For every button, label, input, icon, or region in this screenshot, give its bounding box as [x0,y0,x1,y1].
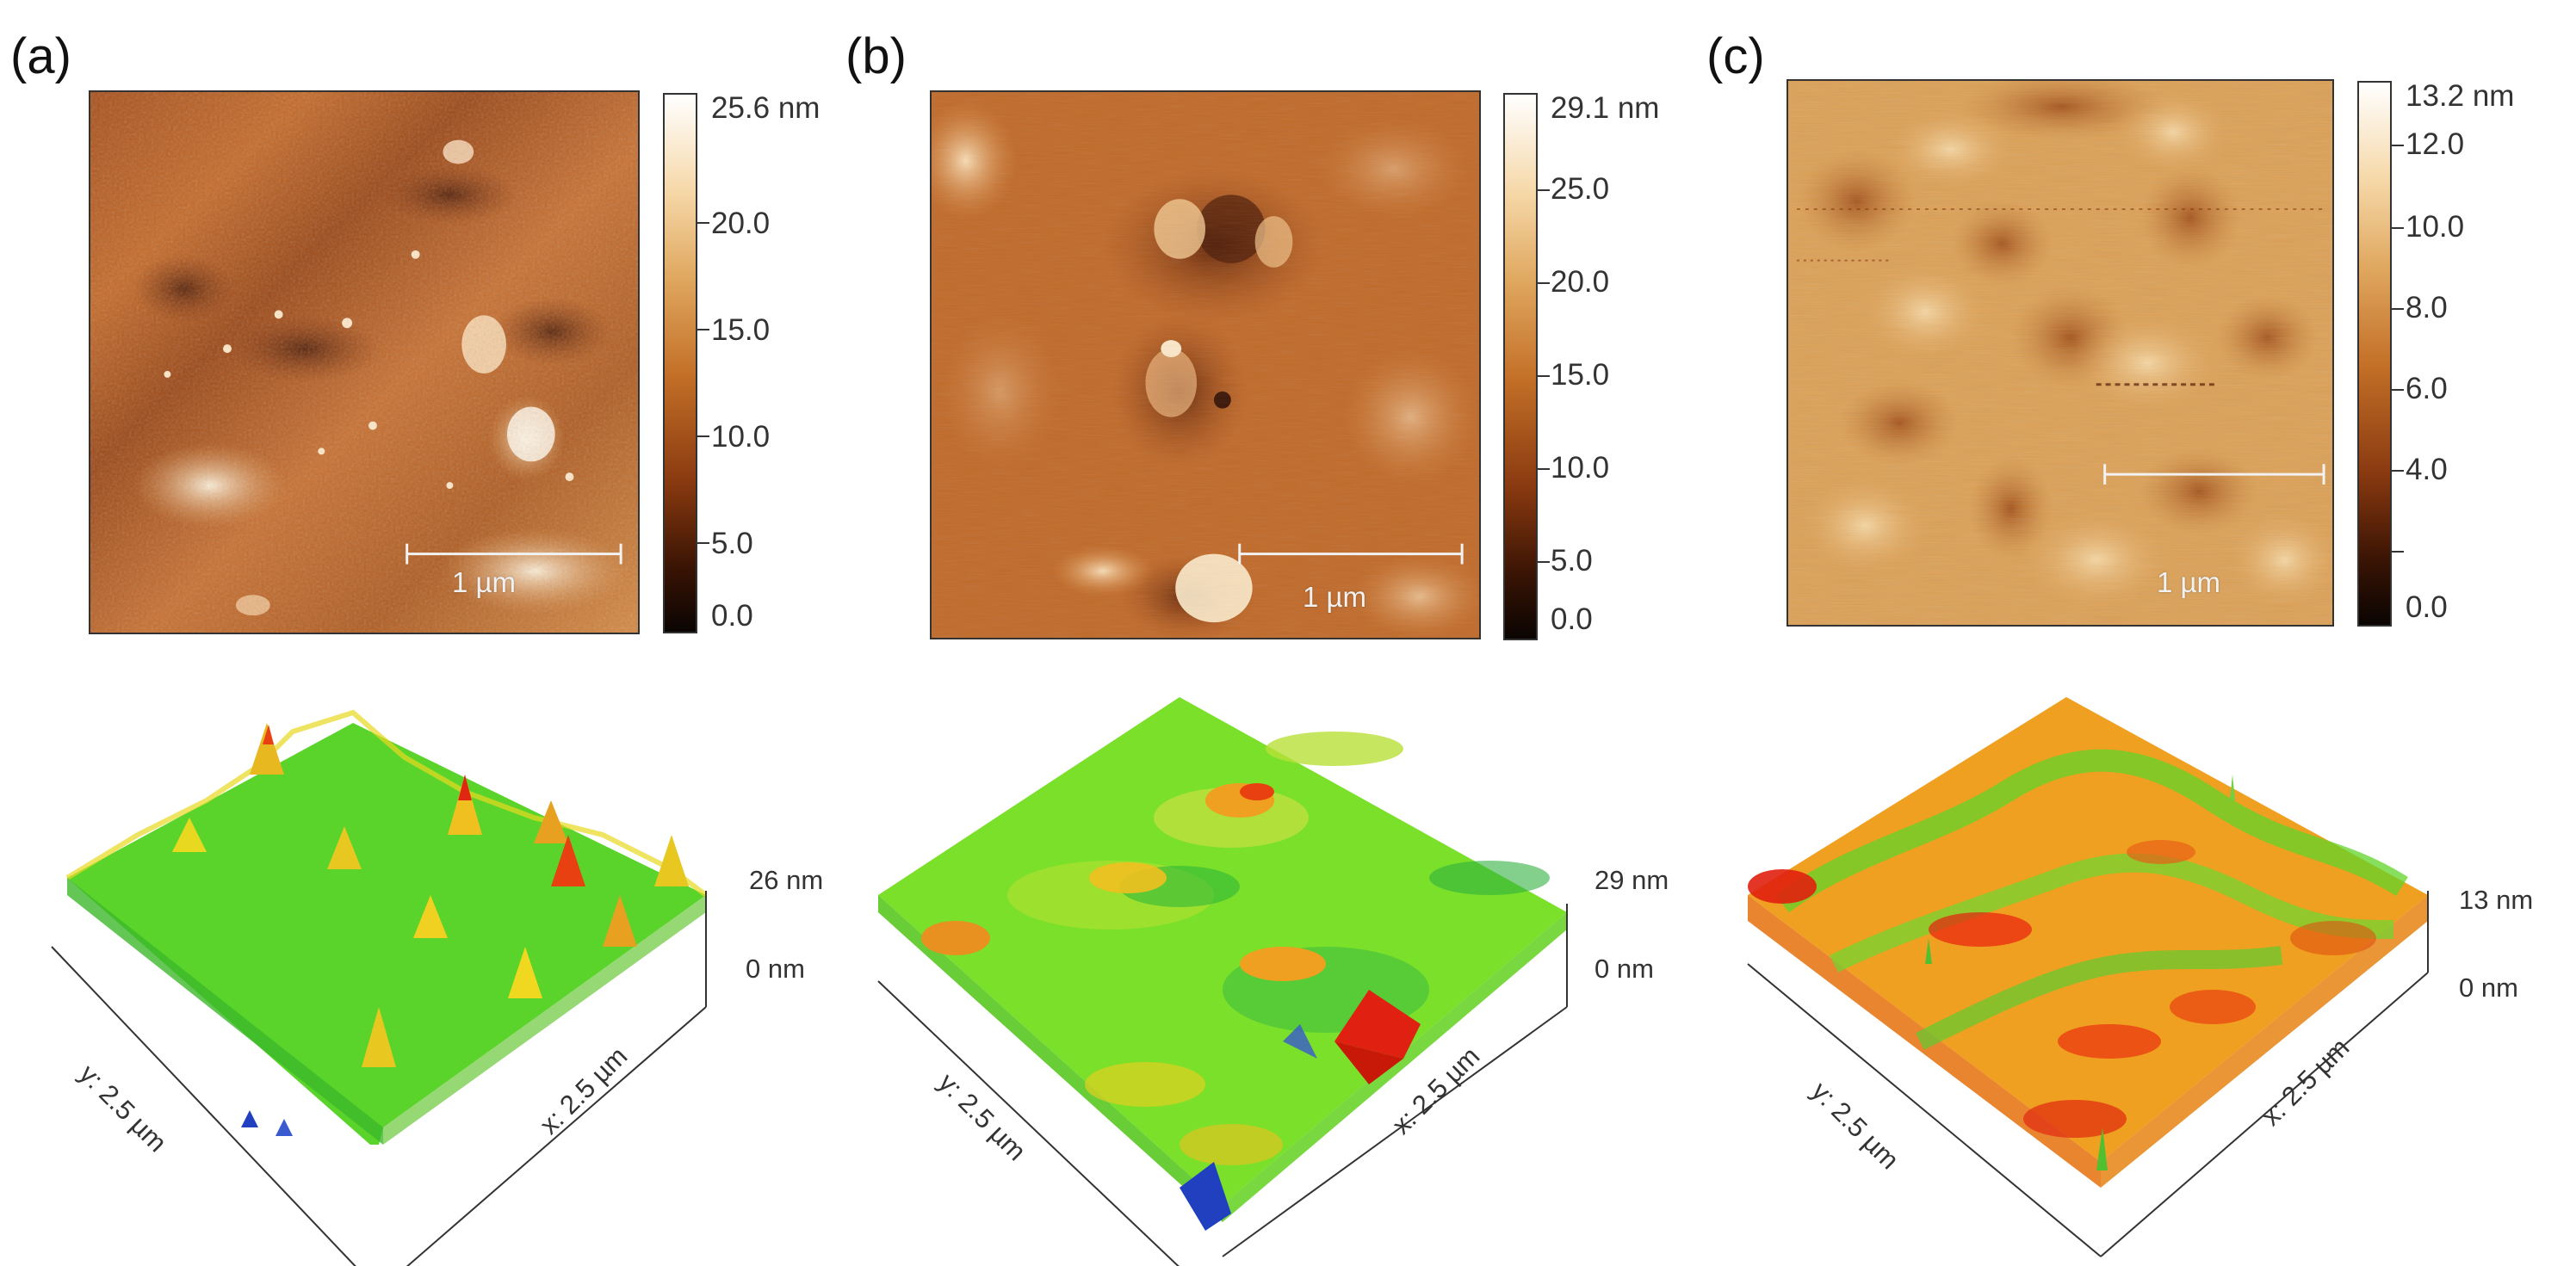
colorbar-tick-c-8: 8.0 [2406,291,2448,324]
colorbar-max-b: 29.1 nm [1551,91,1660,125]
colorbar-tick-b-15: 15.0 [1551,358,1610,392]
colorbar-tick-b-20: 20.0 [1551,265,1610,299]
colorbar-a [663,93,697,633]
colorbar-b [1503,93,1538,640]
colorbar-tick [2392,389,2404,391]
colorbar-tick [1538,468,1550,470]
colorbar-tick [1538,561,1550,563]
z-axis-top-a: 26 nm [749,865,824,895]
colorbar-tick-b-5: 5.0 [1551,544,1593,577]
colorbar-tick-b-10: 10.0 [1551,451,1610,485]
z-axis-top-c: 13 nm [2459,885,2534,915]
afm-height-map-c [1786,79,2334,627]
colorbar-tick-b-0: 0.0 [1551,602,1593,636]
colorbar-tick-a-0: 0.0 [711,599,753,633]
colorbar-c [2357,81,2392,627]
colorbar-tick [1538,282,1550,284]
colorbar-tick [697,329,709,330]
scale-bar-label-a: 1 µm [452,566,517,598]
panel-label-c: (c) [1706,28,1765,84]
colorbar-tick [1538,189,1550,191]
surface-3d-c [1731,680,2576,1257]
colorbar-tick-a-15: 15.0 [711,313,771,347]
z-axis-top-b: 29 nm [1595,865,1669,895]
colorbar-max-a: 25.6 nm [711,91,820,125]
z-axis-bottom-a: 0 nm [746,954,805,984]
colorbar-tick [2392,227,2404,229]
colorbar-tick [697,542,709,544]
colorbar-tick [2392,470,2404,472]
colorbar-tick [2392,145,2404,146]
panel-label-b: (b) [845,28,907,84]
colorbar-tick [697,222,709,224]
colorbar-tick-c-0: 0.0 [2406,590,2448,624]
afm-height-map-b [930,90,1481,639]
colorbar-tick-c-12: 12.0 [2406,127,2465,161]
colorbar-max-c: 13.2 nm [2406,79,2515,113]
colorbar-tick [697,435,709,437]
colorbar-tick [2392,551,2404,553]
colorbar-tick [2392,308,2404,310]
scale-bar-label-b: 1 µm [1303,581,1367,613]
surface-3d-a [0,663,827,1266]
scale-bar-label-c: 1 µm [2157,566,2221,598]
colorbar-tick-a-10: 10.0 [711,420,771,454]
z-axis-bottom-c: 0 nm [2459,973,2518,1003]
z-axis-bottom-b: 0 nm [1595,954,1654,984]
colorbar-tick-c-10: 10.0 [2406,210,2465,244]
afm-height-map-a [89,90,640,634]
surface-3d-b [852,680,1713,1266]
colorbar-tick-a-5: 5.0 [711,527,753,560]
panel-label-a: (a) [10,28,71,84]
colorbar-tick-c-4: 4.0 [2406,453,2448,486]
colorbar-tick [1538,375,1550,377]
colorbar-tick-b-25: 25.0 [1551,172,1610,206]
colorbar-tick-c-6: 6.0 [2406,372,2448,405]
colorbar-tick-a-20: 20.0 [711,207,771,240]
